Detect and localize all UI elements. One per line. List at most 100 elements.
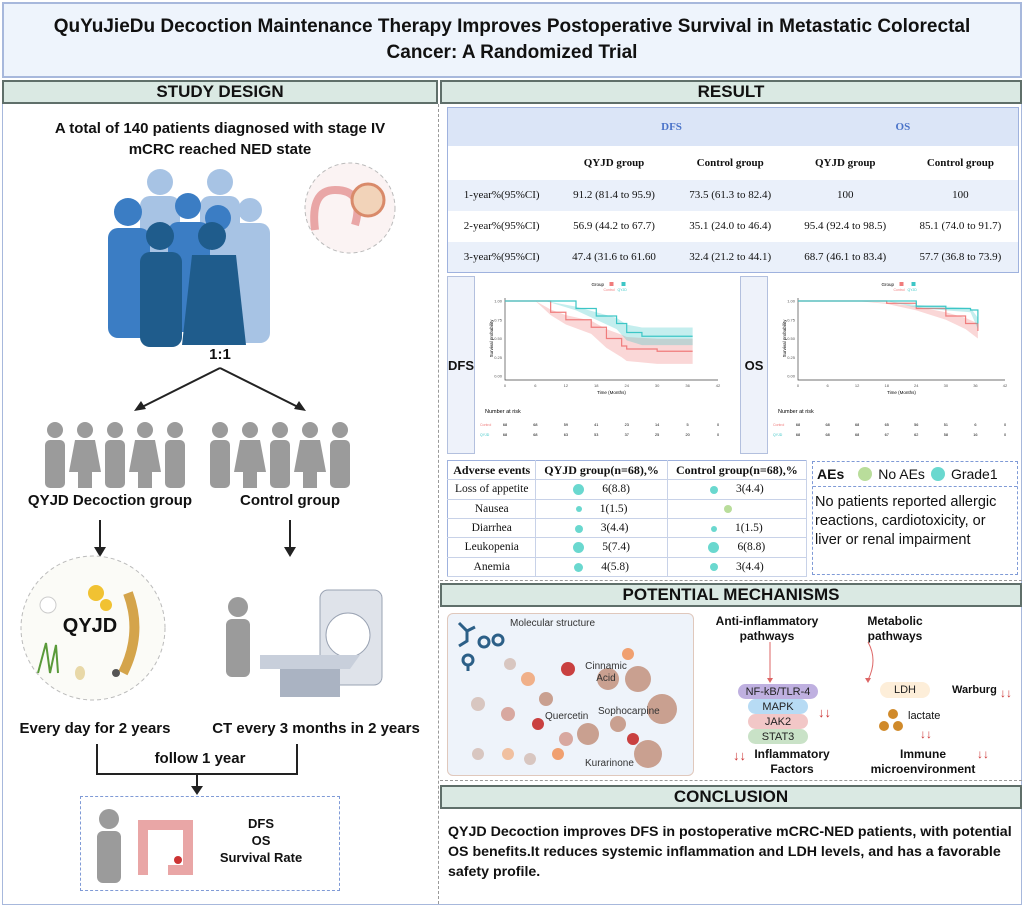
ae-cell: Diarrhea xyxy=(447,518,537,539)
ae-cell: 3(4.4) xyxy=(667,479,808,500)
molecular-structure-label: Molecular structure xyxy=(510,618,596,629)
y-axis-label: Survival probability xyxy=(489,319,494,358)
ae-header: QYJD group(n=68),% xyxy=(535,460,668,481)
ae-value: 3(4.4) xyxy=(735,560,764,573)
endpoint-survival-rate: Survival Rate xyxy=(219,850,303,865)
risk-count: 65 xyxy=(885,423,889,427)
legend-grade1: Grade1 xyxy=(950,466,998,482)
risk-count: 25 xyxy=(655,433,659,437)
compound-dot xyxy=(521,672,535,686)
ae-cell: 3(4.4) xyxy=(667,557,808,578)
survival-curve-control xyxy=(505,300,693,352)
compound-dot xyxy=(552,748,564,760)
compound-dot xyxy=(597,668,619,690)
ae-row: Diarrhea 3(4.4) 1(1.5) xyxy=(447,518,808,539)
col-header: QYJD group xyxy=(555,145,673,180)
no-ae-dot xyxy=(723,505,732,514)
risk-count: 53 xyxy=(594,433,598,437)
molecule-structure-icon xyxy=(457,621,505,671)
patients-illustration xyxy=(108,162,396,347)
cell: 68.7 (46.1 to 83.4) xyxy=(787,241,903,273)
ae-value: 3(4.4) xyxy=(735,483,764,496)
grade1-swatch xyxy=(930,467,945,481)
table-row: 3-year%(95%CI) 47.4 (31.6 to 61.60 32.4 (2… xyxy=(447,241,1019,273)
ae-row: Loss of appetite 6(8.8) 3(4.4) xyxy=(447,479,808,500)
legend-label: QYJD xyxy=(618,288,628,292)
ae-header: Control group(n=68),% xyxy=(667,460,808,481)
os-group-header: OS xyxy=(787,107,1019,146)
legend-swatch xyxy=(911,282,916,286)
grade1-dot xyxy=(574,524,583,533)
warburg-label: Warburg xyxy=(952,684,997,696)
x-axis-label: Time (Months) xyxy=(597,390,626,395)
y-tick-label: 0.00 xyxy=(787,374,796,379)
x-tick-label: 42 xyxy=(716,383,721,388)
os-km-chart: 0 6 12 18 24 30 36 42 0.00 0.25 0.50 0.75 1.00 Time (… xyxy=(773,282,1008,437)
pathway-jak2: JAK2 xyxy=(748,714,808,729)
compound-dot xyxy=(532,718,544,730)
ae-cell: 4(5.8) xyxy=(535,557,668,578)
molecule-panel: Molecular structure Cinnamic Acid Querce… xyxy=(447,613,694,776)
y-tick-label: 0.25 xyxy=(787,355,796,360)
herbs-illustration xyxy=(20,555,166,701)
table-row: 2-year%(95%CI) 56.9 (44.2 to 67.7) 35.1 (2… xyxy=(447,210,1019,242)
cell: 95.4 (92.4 to 98.5) xyxy=(787,210,903,242)
page-title: QuYuJieDu Decoction Maintenance Therapy … xyxy=(2,2,1022,78)
risk-row-label: Control xyxy=(773,423,785,427)
risk-row-label: QYJD xyxy=(480,433,490,437)
intro-text: A total of 140 patients diagnosed with s… xyxy=(54,120,386,158)
legend-swatch xyxy=(899,282,904,286)
legend-swatch xyxy=(621,282,626,286)
ae-cell: Loss of appetite xyxy=(447,479,537,500)
ae-value: 3(4.4) xyxy=(600,522,629,535)
randomized-groups-icon xyxy=(45,422,350,488)
down-arrows-icon: ↓↓ xyxy=(920,727,932,741)
ae-value: 1(1.5) xyxy=(599,502,628,515)
pathway-stat3: STAT3 xyxy=(748,729,808,744)
ae-value: Leukopenia xyxy=(464,541,519,554)
compound-dot xyxy=(524,753,536,765)
risk-count: 68 xyxy=(825,433,829,437)
compound-dot xyxy=(501,707,515,721)
y-tick-label: 0.50 xyxy=(494,336,503,341)
seed-icon xyxy=(75,666,85,680)
endpoint-os: OS xyxy=(251,833,271,848)
cell: 100 xyxy=(902,179,1019,211)
y-tick-label: 0.75 xyxy=(494,317,503,322)
x-tick-label: 24 xyxy=(624,383,629,388)
ae-cell: Leukopenia xyxy=(447,537,537,558)
legend-title: Group xyxy=(592,282,605,287)
ae-cell: Nausea xyxy=(447,499,537,519)
row-label: 2-year%(95%CI) xyxy=(447,210,556,242)
risk-count: 67 xyxy=(885,433,889,437)
risk-count: 6 xyxy=(974,423,976,427)
legend-label: Control xyxy=(894,288,906,292)
risk-count: 5 xyxy=(687,423,689,427)
grade1-dot xyxy=(575,506,582,513)
frame xyxy=(2,104,1022,905)
qyjd-label: QYJD xyxy=(62,615,118,637)
compound-dot xyxy=(610,716,626,732)
compound-kurarinone: Kurarinone xyxy=(585,758,634,769)
control-group-label: Control group xyxy=(240,492,340,509)
compound-dot xyxy=(561,662,575,676)
ae-value: 5(7.4) xyxy=(602,541,630,554)
ci-band-control xyxy=(505,301,693,364)
x-tick-label: 36 xyxy=(685,383,690,388)
x-tick-label: 12 xyxy=(855,383,860,388)
y-tick-label: 0.75 xyxy=(787,317,796,322)
x-tick-label: 0 xyxy=(797,383,800,388)
row-label: 1-year%(95%CI) xyxy=(447,179,556,211)
down-arrows-icon: ↓↓ xyxy=(733,748,746,763)
grade1-dot xyxy=(573,542,585,554)
risk-count: 68 xyxy=(855,433,859,437)
down-arrows-icon: ↓↓ xyxy=(977,747,989,761)
risk-count: 16 xyxy=(973,433,977,437)
lactate-icon xyxy=(879,709,903,731)
cell: 56.9 (44.2 to 67.7) xyxy=(555,210,673,242)
risk-count: 68 xyxy=(796,423,800,427)
title-text: QuYuJieDu Decoction Maintenance Therapy … xyxy=(53,16,971,63)
risk-row-label: QYJD xyxy=(773,433,783,437)
metabolic-title: Metabolic pathways xyxy=(867,614,923,643)
y-tick-label: 1.00 xyxy=(494,299,503,304)
